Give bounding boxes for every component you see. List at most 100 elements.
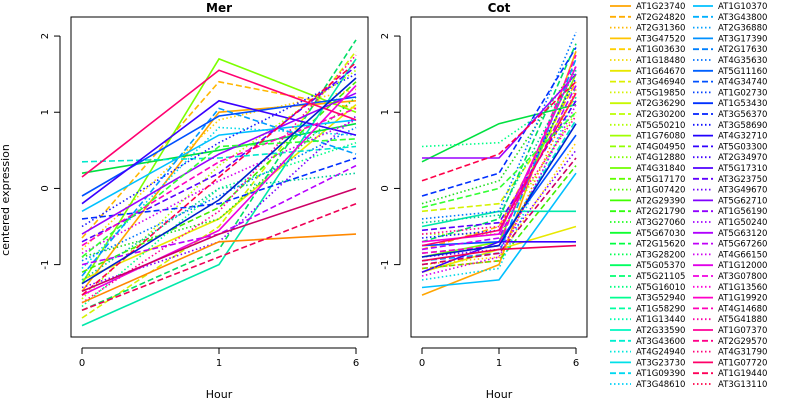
legend-entry-label: AT3G58690 <box>718 121 767 131</box>
legend-entry-label: AT1G19440 <box>718 369 767 379</box>
cot-x-tick-label-1: 1 <box>496 358 502 369</box>
legend-entry-label: AT3G23730 <box>636 358 685 368</box>
legend-entry-label: AT1G07720 <box>718 358 767 368</box>
mer-series-line-30 <box>81 54 357 304</box>
legend-entry-label: AT2G34970 <box>718 153 767 163</box>
legend-entry-label: AT5G50210 <box>636 121 685 131</box>
legend-entry-label: AT1G07420 <box>636 186 685 196</box>
mer-series-line-13 <box>81 58 357 327</box>
legend-entry-label: AT5G16010 <box>636 283 685 293</box>
mer-series-line-36 <box>81 172 357 281</box>
mer-series-line-20 <box>81 157 357 220</box>
mer-series-group <box>81 39 357 327</box>
mer-x-tick-label-0: 0 <box>79 358 85 369</box>
cot-series-line-18 <box>421 31 577 220</box>
cot-series-line-9 <box>421 66 577 205</box>
cot-series-line-38 <box>421 89 577 270</box>
legend-entry-label: AT3G27060 <box>636 218 685 228</box>
legend: AT1G23740AT2G24820AT2G31360AT3G47520AT1G… <box>610 2 767 390</box>
mer-series-line-7 <box>81 57 357 285</box>
cot-panel-title: Cot <box>488 1 511 15</box>
cot-y-tick-label: 0 <box>380 185 391 191</box>
legend-entry-label: AT1G76080 <box>636 132 685 142</box>
mer-series-line-4 <box>81 103 357 281</box>
legend-entry-label: AT3G43600 <box>636 337 685 347</box>
legend-entry-label: AT5G11160 <box>718 67 767 77</box>
mer-series-line-35 <box>81 187 357 293</box>
mer-series-line-32 <box>81 62 357 296</box>
legend-entry-label: AT3G52940 <box>636 294 685 304</box>
cot-series-group <box>421 31 577 296</box>
cot-series-line-33 <box>421 244 577 262</box>
legend-entry-label: AT1G02730 <box>718 88 767 98</box>
cot-y-tick-label: 1 <box>380 109 391 115</box>
legend-entry-label: AT3G13110 <box>718 380 767 390</box>
mer-series-line-14 <box>81 145 357 163</box>
legend-entry-label: AT5G41880 <box>718 315 767 325</box>
legend-entry-label: AT3G23750 <box>718 175 767 185</box>
legend-entry-label: AT3G46940 <box>636 78 685 88</box>
cot-series-line-10 <box>421 103 577 163</box>
legend-entry-label: AT2G33590 <box>636 326 685 336</box>
legend-entry-label: AT5G67260 <box>718 240 767 250</box>
mer-series-line-31 <box>81 69 357 178</box>
cot-plot-frame <box>410 16 588 338</box>
legend-entry-label: AT3G49670 <box>718 186 767 196</box>
mer-plot-frame <box>70 16 369 338</box>
mer-series-line-25 <box>81 92 357 235</box>
mer-series-line-28 <box>81 85 357 296</box>
legend-entry-label: AT1G13440 <box>636 315 685 325</box>
cot-series-line-13 <box>421 210 576 228</box>
legend-entry-label: AT3G47520 <box>636 34 685 44</box>
legend-entry-label: AT4G66150 <box>718 250 767 260</box>
legend-entry-label: AT1G18480 <box>636 56 685 66</box>
mer-y-tick-label: 2 <box>40 33 51 39</box>
cot-y-tick-label: 2 <box>380 33 391 39</box>
legend-entry-label: AT2G29390 <box>636 196 685 206</box>
legend-entry-label: AT1G03630 <box>636 45 685 55</box>
cot-series-line-5 <box>421 96 577 213</box>
cot-series-line-28 <box>421 66 577 243</box>
legend-entry-label: AT5G67030 <box>636 229 685 239</box>
mer-panel: Mer Hour 0 1 6 -1 0 1 2 <box>40 1 369 400</box>
mer-series-line-34 <box>81 202 357 312</box>
legend-entry-label: AT4G12880 <box>636 153 685 163</box>
cot-series-line-3 <box>421 142 577 266</box>
legend-entry-label: AT5G63120 <box>718 229 767 239</box>
legend-entry-label: AT1G56190 <box>718 207 767 217</box>
mer-series-line-1 <box>81 100 357 292</box>
cot-series-line-12 <box>421 88 577 148</box>
legend-entry-label: AT2G24820 <box>636 13 685 23</box>
mer-y-tick-label: 1 <box>40 109 51 115</box>
legend-entry-label: AT2G36880 <box>718 24 767 34</box>
mer-series-line-11 <box>81 39 357 312</box>
legend-entry-label: AT4G31840 <box>636 164 685 174</box>
legend-entry-label: AT3G17390 <box>718 34 767 44</box>
legend-entry-label: AT5G21105 <box>636 272 685 282</box>
legend-entry-label: AT3G56370 <box>718 110 767 120</box>
legend-entry-label: AT4G32710 <box>718 132 767 142</box>
legend-entry-label: AT2G17630 <box>718 45 767 55</box>
legend-entry-label: AT4G35630 <box>718 56 767 66</box>
mer-y-tick-label: -1 <box>40 260 51 270</box>
cot-series-line-2 <box>421 81 577 251</box>
legend-entry-label: AT1G64670 <box>636 67 685 77</box>
legend-entry-label: AT1G07370 <box>718 326 767 336</box>
cot-series-line-16 <box>421 172 577 289</box>
legend-entry-label: AT3G28200 <box>636 250 685 260</box>
legend-entry-label: AT1G53430 <box>718 99 767 109</box>
cot-series-line-23 <box>421 100 577 232</box>
mer-series-line-9 <box>81 96 357 258</box>
cot-series-line-27 <box>421 104 577 277</box>
cot-panel: Cot Hour 0 1 6 -1 0 1 2 <box>380 1 588 400</box>
legend-entry-label: AT1G19920 <box>718 294 767 304</box>
cot-series-line-32 <box>421 81 577 182</box>
legend-entry-label: AT4G31790 <box>718 348 767 358</box>
legend-entry-label: AT5G62710 <box>718 196 767 206</box>
mer-x-tick-label-6: 6 <box>353 358 359 369</box>
mer-x-axis-label: Hour <box>206 388 233 400</box>
legend-entry-label: AT2G21790 <box>636 207 685 217</box>
mer-series-line-15 <box>81 126 357 269</box>
legend-entry-label: AT5G05370 <box>636 261 685 271</box>
legend-entry-label: AT3G48610 <box>636 380 685 390</box>
